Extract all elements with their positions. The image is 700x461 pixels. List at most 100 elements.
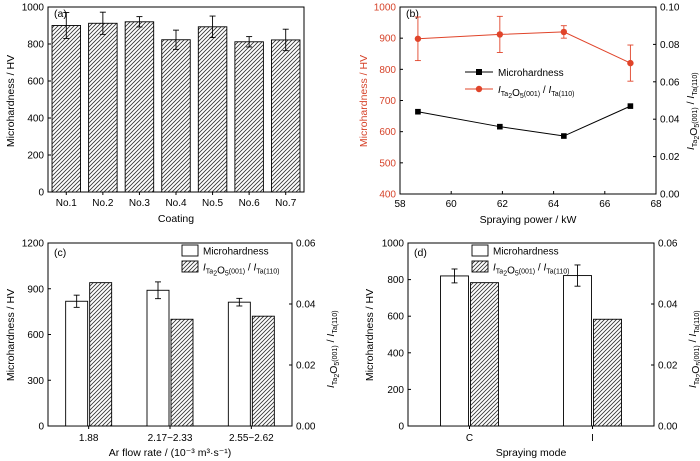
- panel-b: (b) 400 500 600 700 800 900 1000 0.00 0.02 0.04 0.…: [358, 3, 700, 227]
- panel-c-bar-1: [146, 289, 170, 427]
- panel-b-marks: 400 500 600 700 800 900 1000 0.00 0.02 0.04 0.06 0.…: [374, 3, 680, 211]
- panel-b-legend: Microhardness ITa2O5(001) / ITa(110): [465, 68, 574, 100]
- panel-b-legend-label-1: Microhardness: [498, 68, 564, 79]
- panel-a-bar: [124, 21, 155, 193]
- panel-d-xtick-label: C: [466, 433, 473, 444]
- panel-b-ytick-label: 400: [379, 190, 396, 201]
- panel-c-ytick-label: 1200: [22, 239, 45, 250]
- panel-a-marks: 0 200 400 600 800 1000 No.1 No.2 No.3 No.4 No.5 No.…: [22, 3, 305, 209]
- panel-b-series-line-1: [417, 31, 631, 64]
- panel-a-ytick-label: 0: [38, 188, 44, 199]
- panel-b-ytick-label: 900: [379, 34, 396, 45]
- panel-c-legend-swatch-1: [181, 244, 199, 257]
- panel-d-bar-1: [440, 275, 469, 427]
- panel-b-tag: (b): [406, 8, 419, 20]
- panel-b-point-2: [561, 133, 567, 139]
- panel-d-y2tick-label: 0.00: [658, 422, 678, 433]
- panel-a-xtick-label: No.6: [239, 198, 261, 209]
- panel-b-point-1: [627, 59, 634, 67]
- panel-a-ylabel: Microhardness / HV: [5, 55, 17, 147]
- panel-a-xtick-label: No.7: [275, 198, 297, 209]
- panel-d-legend-swatch-1: [471, 244, 489, 257]
- panel-c-bar-1: [65, 300, 89, 427]
- panel-d-ytick-label: 0: [398, 422, 404, 433]
- panel-c-xlabel: Ar flow rate / (10⁻³ m³·s⁻¹): [109, 447, 232, 459]
- panel-b-ytick-label: 800: [379, 65, 396, 76]
- panel-a-xtick-label: No.4: [165, 198, 187, 209]
- panel-d-tag: (d): [414, 247, 427, 259]
- panel-d-y2label: ITa2O5(001) / ITa(110): [687, 310, 700, 388]
- panel-d-bar-2: [593, 318, 622, 427]
- panel-b-point-1: [560, 28, 568, 36]
- panel-d-ylabel: Microhardness / HV: [364, 289, 376, 381]
- panel-d-xtick-label: I: [591, 433, 594, 444]
- panel-d-legend-label-1: Microhardness: [493, 247, 559, 258]
- panel-d-marks: 0 200 400 600 800 1000 0.00 0.02 0.04 0.06 C I: [382, 239, 678, 445]
- panel-c: (c) 0 300 600 900 1200 0.00 0.02 0.04 0.06 1.88 2.…: [5, 239, 341, 460]
- panel-a-xlabel: Coating: [158, 213, 194, 225]
- panel-b-point-2: [497, 123, 503, 130]
- panel-a-ytick-label: 800: [27, 40, 44, 51]
- panel-a-xtick-label: No.1: [56, 198, 78, 209]
- panel-a-bar: [271, 39, 301, 193]
- panel-b-point-1: [496, 31, 504, 38]
- panel-c-y2tick-label: 0.02: [296, 361, 316, 372]
- panel-d-bar-1: [563, 275, 592, 427]
- panel-d-legend-label-2: ITa2O5(001) / ITa(110): [493, 263, 569, 278]
- panel-a-xtick-label: No.3: [129, 198, 151, 209]
- panel-a-ytick-label: 400: [27, 114, 44, 125]
- panel-a-ytick-label: 200: [27, 151, 44, 162]
- panel-d-legend-swatch-2: [471, 260, 489, 273]
- panel-b-y2tick-label: 0.10: [660, 3, 680, 14]
- panel-b-ytick-label: 1000: [374, 3, 397, 14]
- panel-b-point-1: [414, 35, 422, 42]
- panel-b-xtick-label: 60: [446, 199, 458, 210]
- panel-b-series-line-2: [417, 105, 631, 137]
- panel-c-legend: Microhardness ITa2O5(001) / ITa(110): [181, 244, 279, 278]
- panel-a-bar: [51, 25, 81, 193]
- panel-b-plot-frame: [399, 6, 657, 195]
- panel-a-tag: (a): [54, 8, 67, 20]
- panel-c-legend-label-2: ITa2O5(001) / ITa(110): [203, 263, 279, 278]
- panel-d-ytick-label: 1000: [382, 239, 405, 250]
- panel-d-plot-frame: [407, 242, 655, 427]
- panel-b-point-2: [415, 108, 421, 115]
- panel-a-bar: [197, 26, 228, 193]
- panel-c-y2tick-label: 0.06: [296, 239, 316, 250]
- panel-c-bar-2: [89, 282, 113, 427]
- panel-b-y2label-text: ITa2O5(001) / ITa(110): [685, 72, 700, 150]
- panel-b-y2tick-label: 0.02: [660, 152, 680, 163]
- panel-b-legend-marker-1: [476, 69, 482, 75]
- panel-a-ytick-label: 600: [27, 77, 44, 88]
- panel-d-y2tick-label: 0.02: [658, 361, 678, 372]
- panel-b-ytick-label: 600: [379, 127, 396, 138]
- panel-a-bar: [234, 41, 264, 193]
- panel-a-bar: [161, 39, 191, 193]
- panel-c-xtick-label: 2.55−2.62: [229, 433, 274, 444]
- panel-c-ytick-label: 300: [27, 376, 44, 387]
- panel-c-ytick-label: 900: [27, 284, 44, 295]
- panel-d-y2label-text: ITa2O5(001) / ITa(110): [687, 310, 700, 388]
- panel-d-xlabel: Spraying mode: [496, 447, 567, 459]
- panel-c-ylabel: Microhardness / HV: [5, 289, 17, 381]
- panel-c-y2label-text: ITa2O5(001) / ITa(110): [325, 310, 341, 388]
- panel-d-ytick-label: 400: [387, 348, 404, 359]
- panel-b-ytick-label: 500: [379, 158, 396, 169]
- panel-d-bar-2: [470, 282, 499, 427]
- panel-c-bar-1: [227, 301, 251, 427]
- panel-c-legend-label-1: Microhardness: [203, 247, 269, 258]
- panel-d-legend: Microhardness ITa2O5(001) / ITa(110): [471, 244, 569, 278]
- panel-b-legend-marker-2: [475, 85, 483, 93]
- panel-d-y2tick-label: 0.04: [658, 300, 678, 311]
- panel-c-xtick-label: 1.88: [79, 433, 99, 444]
- panel-b-ylabel: Microhardness / HV: [358, 55, 370, 147]
- panel-b-y2tick-label: 0.04: [660, 115, 680, 126]
- panel-a-xtick-label: No.2: [92, 198, 114, 209]
- panel-a-bar: [88, 22, 118, 193]
- panel-b-ytick-label: 700: [379, 96, 396, 107]
- panel-a-xtick-label: No.5: [202, 198, 224, 209]
- panel-c-legend-swatch-2: [181, 260, 199, 273]
- panel-b-xtick-label: 58: [394, 199, 406, 210]
